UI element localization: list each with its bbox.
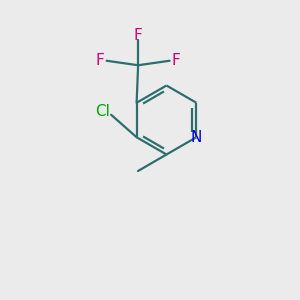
Text: F: F	[172, 53, 181, 68]
Text: Cl: Cl	[95, 104, 110, 119]
Text: F: F	[134, 28, 142, 44]
Text: N: N	[191, 130, 202, 145]
Text: F: F	[96, 53, 104, 68]
